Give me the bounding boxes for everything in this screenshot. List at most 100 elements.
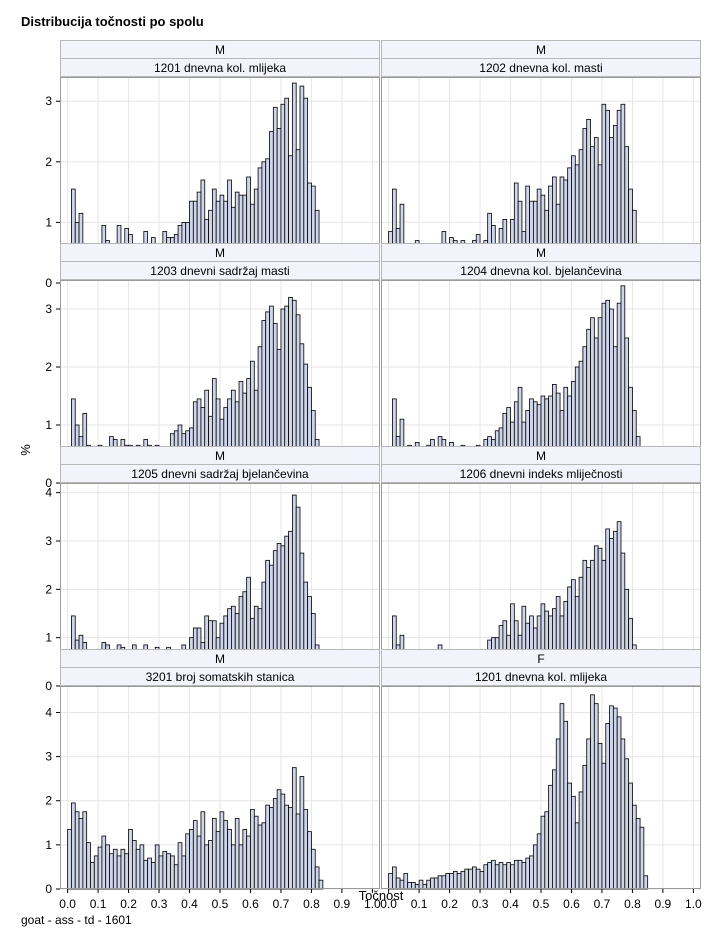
histogram-bar (445, 873, 450, 890)
histogram-bar (284, 804, 289, 890)
histogram-bar (82, 811, 88, 890)
histogram-bar (147, 857, 152, 890)
x-tick-label: 0.6 (242, 897, 259, 911)
histogram-bar (311, 848, 316, 890)
y-tick-label: 1 (45, 215, 52, 229)
x-tick-label: 1.0 (685, 897, 702, 911)
histogram-bar (143, 859, 149, 890)
histogram-bar (498, 862, 504, 890)
histogram-bar (242, 829, 248, 890)
histogram-bar (250, 809, 255, 890)
histogram-bar (571, 795, 576, 890)
histogram-bar (185, 833, 190, 890)
histogram-bar (628, 782, 633, 890)
histogram-bar (303, 809, 309, 890)
histogram-bar (86, 842, 91, 890)
y-tick-label: 3 (45, 302, 52, 316)
histogram-bar (288, 806, 293, 890)
plot-frame (60, 686, 380, 889)
histogram-bar (170, 855, 175, 890)
histogram-bar (532, 844, 538, 890)
histogram-bar (578, 791, 584, 890)
histogram-bar (540, 815, 546, 890)
histogram-bar (272, 798, 278, 890)
histogram-bar (605, 723, 610, 890)
histogram-bar (231, 844, 236, 890)
x-tick-label: 0.1 (411, 897, 428, 911)
histogram-bar (392, 866, 397, 890)
panel-header-trait-bg (381, 58, 701, 77)
x-tick-label: 0.0 (59, 897, 76, 911)
histogram-bar (521, 862, 527, 890)
x-tick-label: 1.0 (364, 897, 381, 911)
histogram-bar (559, 703, 565, 890)
panel-header-trait: 1201 dnevna kol. mlijeka (154, 61, 286, 75)
x-tick-label: 0.7 (594, 897, 611, 911)
x-tick-label: 0.9 (334, 897, 351, 911)
histogram-bar (620, 738, 626, 890)
x-tick-label: 0.0 (380, 897, 397, 911)
x-tick-label: 0.5 (533, 897, 550, 911)
histogram-bar (460, 870, 466, 890)
histogram-bar (151, 862, 156, 890)
histogram-bar (612, 707, 618, 890)
y-tick-label: 0 (45, 276, 52, 290)
y-tick-label: 2 (45, 582, 52, 596)
y-tick-label: 0 (45, 882, 52, 896)
y-tick-label: 4 (45, 705, 52, 719)
panel-header-trait: 1202 dnevna kol. masti (479, 61, 602, 75)
histogram-bar (276, 789, 282, 890)
histogram-bar (582, 765, 588, 890)
histogram-bar (135, 848, 141, 890)
histogram-bar (536, 833, 542, 890)
panel-header-trait: 1201 dnevna kol. mlijeka (475, 670, 607, 684)
histogram-bar (487, 862, 492, 890)
histogram-bar (90, 862, 95, 890)
histogram-bar (238, 844, 244, 890)
y-tick-label: 0 (45, 476, 52, 490)
histogram-bar (181, 855, 187, 890)
histogram-bar (116, 855, 122, 890)
panel-8: F 1201 dnevna kol. mlijeka 0.0 0.1 0.2 0.3 0.4… (380, 649, 702, 911)
histogram-bar (525, 857, 530, 890)
histogram-bar (426, 879, 431, 890)
y-tick-label: 3 (45, 534, 52, 548)
histogram-bar (529, 855, 534, 890)
histogram-bar (204, 844, 209, 890)
panel-header-sex: M (215, 449, 225, 463)
panel-header-trait: 1204 dnevna kol. bjelančevina (460, 264, 622, 278)
panel-header-sex: M (536, 246, 546, 260)
histogram-bar (563, 720, 569, 890)
histogram-bar (109, 853, 114, 890)
histogram-bar (234, 817, 240, 890)
histogram-bar (261, 822, 267, 890)
histogram-bar (464, 868, 470, 890)
x-tick-label: 0.7 (273, 897, 290, 911)
histogram-bar (456, 873, 462, 890)
histogram-bar (574, 822, 580, 890)
histogram-bar (441, 875, 447, 890)
x-tick-label: 0.5 (212, 897, 229, 911)
histogram-bar (265, 804, 270, 890)
panel-header-sex: M (215, 652, 225, 666)
histogram-bar (253, 815, 259, 890)
histogram-bar (639, 826, 645, 890)
panel-header-trait-bg (60, 464, 380, 483)
histogram-bar (502, 864, 508, 890)
histogram-bar (101, 835, 107, 890)
histogram-bar (269, 806, 274, 890)
y-axis-label: % (18, 444, 33, 456)
footnote: goat - ass - td - 1601 (21, 913, 132, 927)
panel-header-trait-bg (60, 667, 380, 686)
histogram-bar (517, 859, 523, 890)
panel-header-trait-bg (381, 464, 701, 483)
histogram-bar (609, 705, 614, 890)
histogram-bar (162, 851, 168, 890)
histogram-bar (291, 767, 297, 890)
histogram-bar (643, 875, 649, 890)
histogram-bar (124, 853, 129, 890)
histogram-bar (299, 776, 305, 890)
histogram-bar (78, 817, 84, 890)
x-tick-label: 0.2 (120, 897, 137, 911)
histogram-bar (295, 813, 301, 890)
